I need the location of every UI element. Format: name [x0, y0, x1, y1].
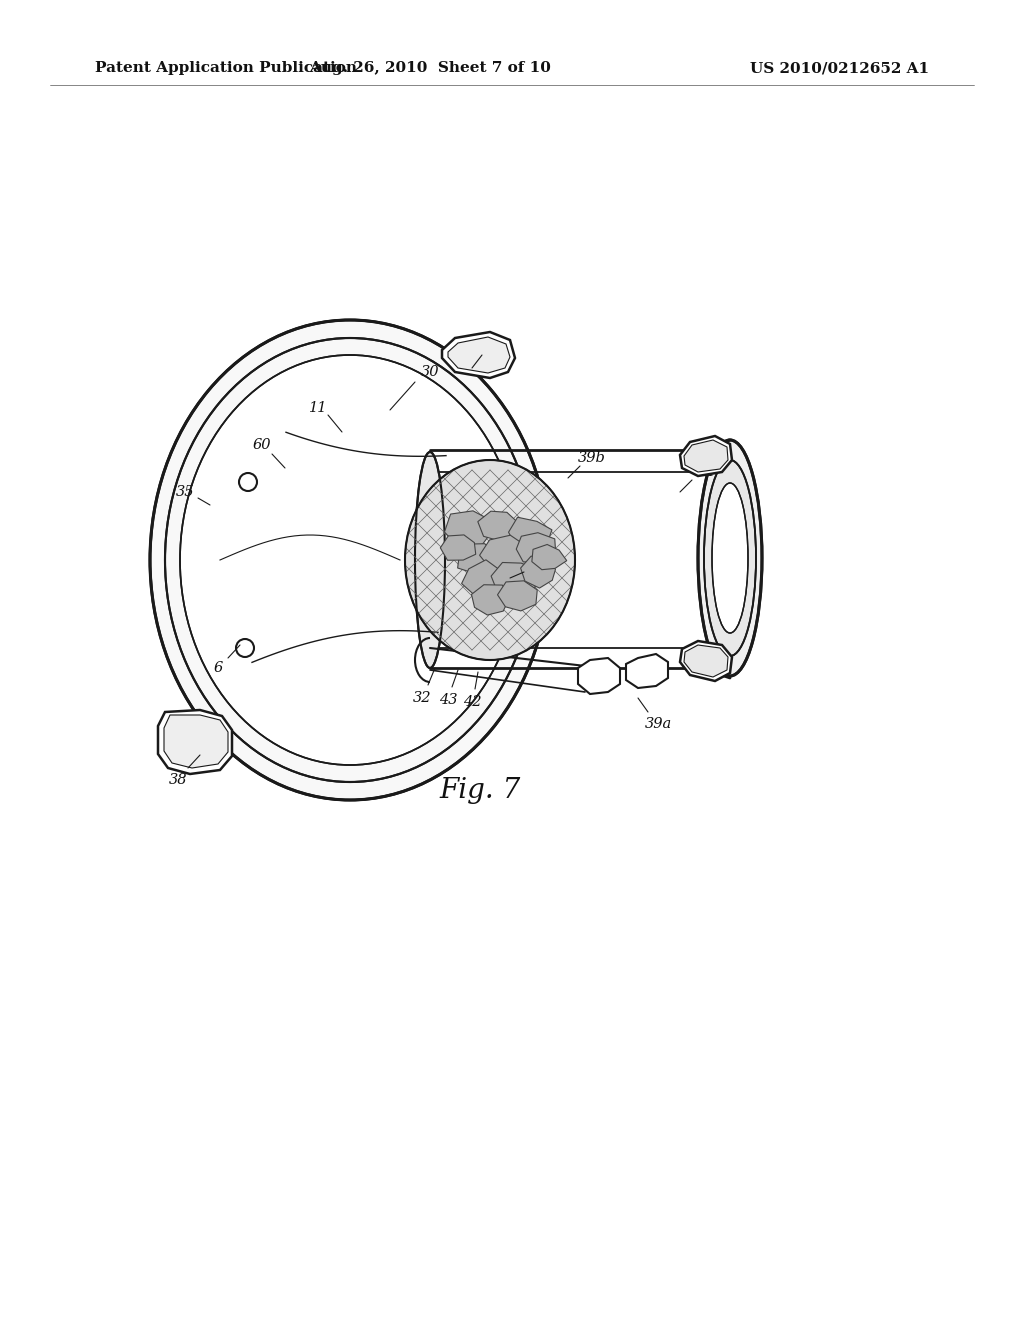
- Polygon shape: [684, 645, 728, 677]
- Text: 39b: 39b: [579, 451, 606, 465]
- Text: 39a: 39a: [644, 717, 672, 731]
- Ellipse shape: [406, 459, 575, 660]
- Text: 33: 33: [528, 558, 547, 572]
- Polygon shape: [458, 544, 497, 573]
- Ellipse shape: [180, 355, 520, 766]
- Polygon shape: [462, 560, 508, 595]
- Ellipse shape: [698, 440, 762, 676]
- Polygon shape: [492, 562, 540, 597]
- Text: 42: 42: [463, 696, 481, 709]
- Text: US 2010/0212652 A1: US 2010/0212652 A1: [751, 61, 930, 75]
- Text: 11: 11: [309, 401, 328, 414]
- Text: Fig. 7: Fig. 7: [439, 776, 520, 804]
- Text: 6: 6: [213, 661, 222, 675]
- Polygon shape: [680, 436, 732, 477]
- Text: 34: 34: [696, 465, 715, 479]
- Polygon shape: [479, 535, 529, 574]
- Polygon shape: [520, 556, 555, 589]
- Text: 43: 43: [438, 693, 458, 708]
- Ellipse shape: [150, 319, 550, 800]
- Polygon shape: [449, 337, 510, 374]
- Ellipse shape: [415, 451, 445, 668]
- Text: Patent Application Publication: Patent Application Publication: [95, 61, 357, 75]
- Text: 38: 38: [482, 341, 502, 354]
- Polygon shape: [478, 511, 517, 541]
- Text: 38: 38: [169, 774, 187, 787]
- Polygon shape: [442, 333, 515, 378]
- Polygon shape: [684, 440, 728, 473]
- Text: 30: 30: [421, 366, 439, 379]
- Polygon shape: [680, 642, 732, 681]
- Ellipse shape: [712, 483, 748, 634]
- Polygon shape: [531, 544, 566, 570]
- Polygon shape: [509, 517, 552, 556]
- Text: 60: 60: [253, 438, 271, 451]
- Polygon shape: [516, 533, 556, 562]
- Ellipse shape: [705, 459, 756, 656]
- Polygon shape: [578, 657, 620, 694]
- Polygon shape: [158, 710, 232, 774]
- Polygon shape: [444, 511, 490, 550]
- Polygon shape: [626, 653, 668, 688]
- Ellipse shape: [165, 338, 535, 781]
- Polygon shape: [498, 581, 538, 611]
- Polygon shape: [471, 585, 509, 615]
- Polygon shape: [164, 715, 228, 768]
- Text: Aug. 26, 2010  Sheet 7 of 10: Aug. 26, 2010 Sheet 7 of 10: [309, 61, 551, 75]
- Text: 35: 35: [176, 484, 195, 499]
- Circle shape: [239, 473, 257, 491]
- Circle shape: [236, 639, 254, 657]
- Text: 32: 32: [413, 690, 431, 705]
- Polygon shape: [440, 535, 476, 560]
